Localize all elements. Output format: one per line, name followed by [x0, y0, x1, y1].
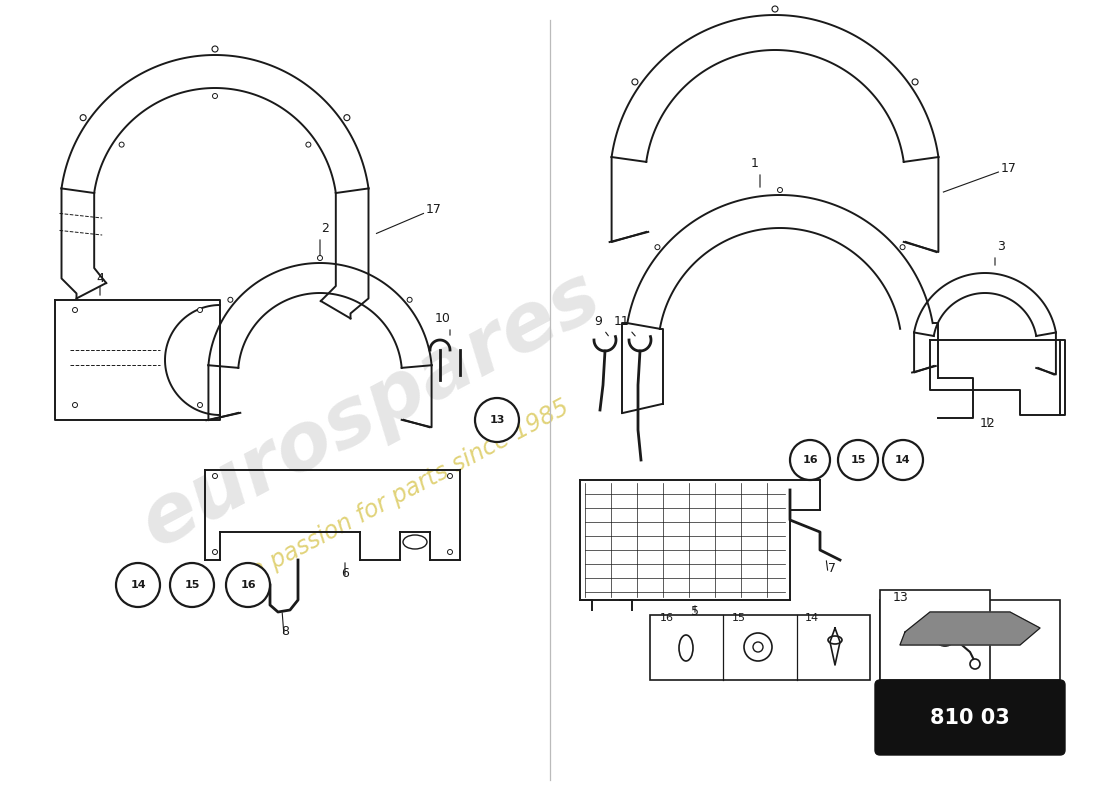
Circle shape: [226, 563, 270, 607]
Circle shape: [475, 398, 519, 442]
Text: 14: 14: [130, 580, 146, 590]
Circle shape: [228, 298, 233, 302]
Circle shape: [212, 474, 218, 478]
Circle shape: [838, 440, 878, 480]
Circle shape: [198, 307, 202, 313]
Text: 14: 14: [895, 455, 911, 465]
Polygon shape: [900, 612, 1040, 645]
Circle shape: [912, 79, 918, 85]
Text: 4: 4: [96, 272, 103, 285]
Circle shape: [654, 245, 660, 250]
Text: 15: 15: [732, 613, 746, 623]
Circle shape: [344, 114, 350, 121]
Circle shape: [934, 624, 956, 646]
Text: 17: 17: [426, 203, 441, 217]
Text: 16: 16: [240, 580, 256, 590]
Text: 17: 17: [1000, 162, 1016, 175]
Circle shape: [119, 142, 124, 147]
Circle shape: [631, 79, 638, 85]
FancyBboxPatch shape: [650, 615, 870, 680]
Circle shape: [116, 563, 160, 607]
Circle shape: [970, 659, 980, 669]
Text: 8: 8: [280, 625, 289, 638]
FancyBboxPatch shape: [874, 680, 1065, 755]
Text: 810 03: 810 03: [931, 708, 1010, 728]
Circle shape: [170, 563, 214, 607]
Circle shape: [212, 550, 218, 554]
Text: 11: 11: [614, 315, 630, 328]
Text: a passion for parts since 1985: a passion for parts since 1985: [246, 396, 573, 584]
Circle shape: [772, 6, 778, 12]
Circle shape: [744, 633, 772, 661]
Text: 16: 16: [660, 613, 674, 623]
Circle shape: [212, 46, 218, 52]
Text: 13: 13: [490, 415, 505, 425]
Text: 10: 10: [436, 312, 451, 325]
Circle shape: [448, 474, 452, 478]
Circle shape: [73, 307, 77, 313]
Circle shape: [900, 245, 905, 250]
FancyBboxPatch shape: [880, 600, 1060, 680]
Circle shape: [80, 114, 86, 121]
Circle shape: [212, 94, 218, 98]
Text: 5: 5: [691, 605, 698, 618]
Circle shape: [198, 402, 202, 407]
Text: 6: 6: [341, 567, 349, 580]
Circle shape: [448, 550, 452, 554]
Text: eurospares: eurospares: [126, 256, 613, 564]
Circle shape: [754, 642, 763, 652]
Text: 7: 7: [828, 562, 836, 575]
FancyBboxPatch shape: [880, 590, 990, 680]
Circle shape: [883, 440, 923, 480]
Text: 2: 2: [321, 222, 329, 235]
Text: 9: 9: [594, 315, 602, 328]
Text: 15: 15: [185, 580, 200, 590]
Text: 16: 16: [802, 455, 817, 465]
Circle shape: [407, 298, 412, 302]
Circle shape: [790, 440, 830, 480]
Circle shape: [778, 187, 782, 193]
Text: 14: 14: [805, 613, 820, 623]
Text: 12: 12: [980, 417, 996, 430]
Circle shape: [73, 402, 77, 407]
Text: 15: 15: [850, 455, 866, 465]
Circle shape: [306, 142, 311, 147]
Text: 1: 1: [751, 157, 759, 170]
Circle shape: [318, 255, 322, 261]
Text: 13: 13: [893, 591, 909, 604]
Text: 3: 3: [997, 240, 1005, 253]
